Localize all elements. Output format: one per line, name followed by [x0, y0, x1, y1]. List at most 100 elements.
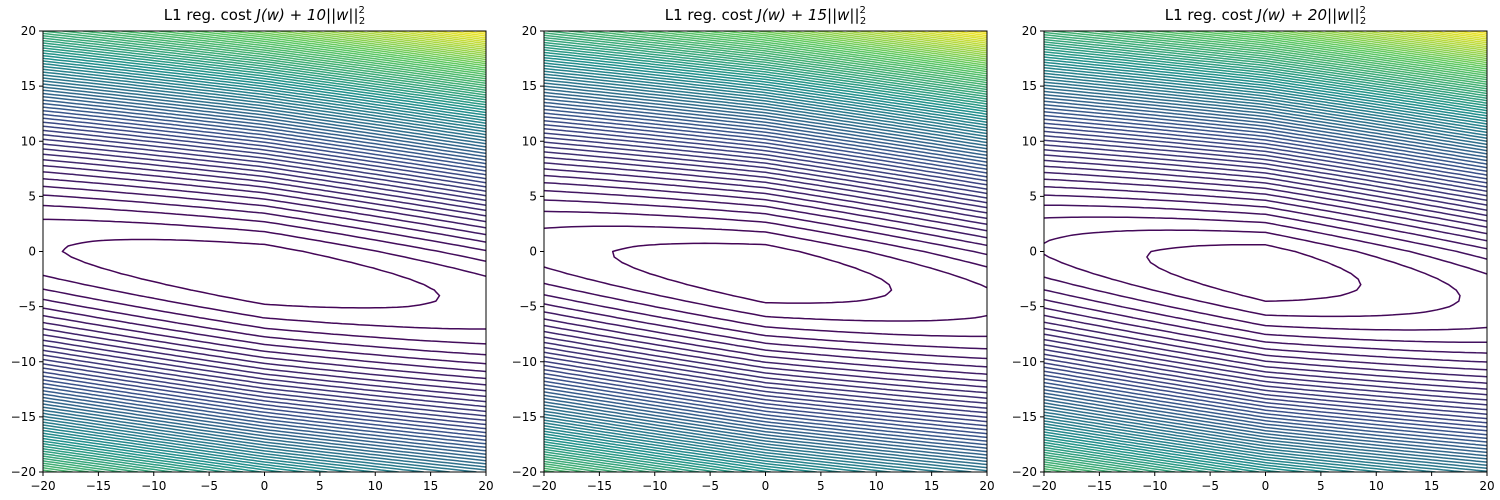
contour-level-40: [43, 47, 486, 472]
contour-lines: [43, 31, 486, 472]
x-tick-label: −10: [141, 479, 166, 493]
contour-level-56: [212, 31, 486, 69]
contour-level-31: [1044, 75, 1487, 472]
x-tick-label: 20: [979, 479, 994, 493]
x-tick-label: −15: [1087, 479, 1112, 493]
contour-level-37: [43, 54, 486, 472]
contour-level-19: [43, 109, 486, 441]
contour-level-26: [544, 88, 987, 463]
contour-level-46: [544, 34, 987, 472]
contour-level-3: [43, 194, 486, 356]
contour-level-2: [1044, 216, 1487, 331]
x-tick-label: −20: [30, 479, 55, 493]
contour-level-54: [667, 31, 987, 75]
contour-level-14: [544, 132, 987, 419]
contour-level-30: [43, 74, 486, 472]
contour-level-16: [544, 123, 987, 427]
y-tick-label: −5: [1019, 300, 1037, 314]
contour-level-1: [43, 218, 486, 330]
y-tick-label: −20: [11, 465, 36, 479]
contour-level-25: [1044, 93, 1487, 457]
contour-level-37: [1044, 58, 1487, 472]
contour-level-57: [1214, 31, 1487, 70]
y-tick-label: 5: [1029, 189, 1037, 203]
contour-level-40: [544, 49, 987, 472]
contour-level-42: [544, 44, 987, 472]
contour-level-25: [544, 91, 987, 459]
x-tick-label: 15: [924, 479, 939, 493]
contour-level-57: [723, 31, 987, 69]
contour-level-18: [43, 113, 486, 438]
contour-level-50: [1044, 31, 1487, 472]
contour-level-67: [1365, 31, 1487, 50]
contour-level-35: [544, 62, 987, 472]
y-tick-label: 10: [522, 134, 537, 148]
contour-level-53: [648, 31, 987, 77]
contour-level-38: [1044, 56, 1487, 472]
contour-level-23: [1044, 100, 1487, 450]
contour-level-5: [544, 181, 987, 368]
x-tick-label: 10: [1369, 479, 1384, 493]
contour-level-65: [1338, 31, 1487, 54]
contour-level-64: [338, 31, 486, 53]
contour-level-69: [408, 31, 486, 43]
contour-level-56: [704, 31, 987, 71]
contour-level-59: [264, 31, 486, 63]
contour-level-19: [1044, 114, 1487, 436]
y-tick-label: −15: [512, 410, 537, 424]
x-tick-label: −20: [1031, 479, 1056, 493]
contour-level-52: [139, 31, 486, 78]
contour-level-38: [43, 52, 486, 472]
contour-level-39: [544, 51, 987, 472]
contour-level-55: [195, 31, 486, 71]
contour-level-15: [544, 128, 987, 423]
contour-level-31: [43, 71, 486, 472]
contour-level-29: [544, 79, 987, 472]
contour-level-42: [43, 42, 486, 472]
contour-level-34: [43, 62, 486, 472]
contour-level-54: [1156, 31, 1487, 77]
contour-level-15: [1044, 130, 1487, 420]
y-tick-label: 0: [1029, 245, 1037, 259]
contour-level-0: [61, 238, 441, 309]
contour-level-66: [1351, 31, 1487, 52]
contour-level-35: [43, 60, 486, 472]
contour-level-3: [544, 199, 987, 350]
y-tick-label: −10: [512, 355, 537, 369]
contour-level-60: [1268, 31, 1487, 64]
contour-level-66: [859, 31, 987, 50]
subplot-3: −20 −15 −10 −5 0 5 10 15 20 −20 −15 −10 −5 0 5 10 15 20 L1…: [1012, 5, 1495, 493]
contour-level-30: [1044, 78, 1487, 472]
contour-level-64: [831, 31, 987, 54]
contour-level-25: [43, 89, 486, 462]
y-tick-label: −15: [1012, 410, 1037, 424]
contour-level-46: [1044, 36, 1487, 472]
contour-level-22: [43, 99, 486, 452]
y-tick-label: 0: [529, 245, 537, 259]
contour-level-45: [1044, 38, 1487, 472]
subplot-title: L1 reg. cost J(w) + 10||w||2 2: [164, 5, 366, 27]
x-tick-label: −20: [531, 479, 556, 493]
contour-level-33: [544, 67, 987, 472]
contour-level-52: [1044, 31, 1487, 472]
y-tick-label: −20: [1012, 465, 1037, 479]
contour-level-28: [1044, 84, 1487, 466]
contour-level-12: [544, 141, 987, 409]
contour-level-16: [1044, 126, 1487, 424]
contour-level-43: [43, 39, 486, 472]
contour-level-49: [1044, 31, 1487, 472]
contour-level-26: [1044, 90, 1487, 460]
contour-level-62: [803, 31, 987, 58]
contour-level-56: [1195, 31, 1487, 72]
contour-level-35: [1044, 64, 1487, 472]
contour-level-24: [43, 92, 486, 459]
contour-level-61: [788, 31, 987, 60]
contour-level-43: [1044, 43, 1487, 472]
contour-level-6: [43, 171, 486, 380]
contour-level-34: [1044, 67, 1487, 472]
contour-level-15: [43, 125, 486, 426]
contour-level-8: [1044, 165, 1487, 384]
contour-level-53: [1135, 31, 1487, 79]
contour-level-47: [43, 31, 486, 472]
contour-level-38: [544, 54, 987, 472]
